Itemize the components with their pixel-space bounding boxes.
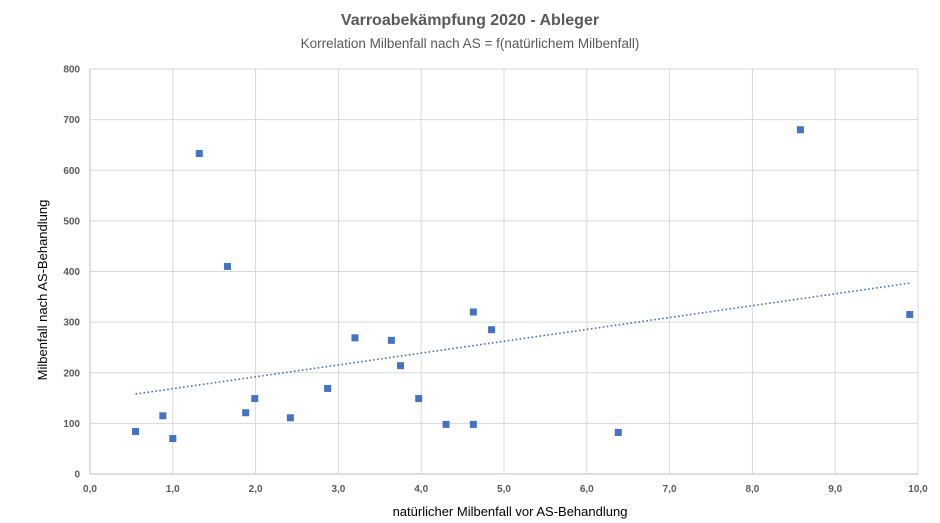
x-tick-label: 10,0 xyxy=(908,484,928,495)
y-tick-label: 300 xyxy=(63,318,80,329)
x-tick-label: 7,0 xyxy=(663,484,677,495)
data-points xyxy=(132,126,914,443)
data-point xyxy=(796,126,804,134)
data-point xyxy=(387,336,395,344)
x-tick-label: 4,0 xyxy=(414,484,428,495)
x-tick-label: 0,0 xyxy=(83,484,97,495)
data-point xyxy=(469,308,477,316)
data-point xyxy=(906,311,914,319)
y-tick-label: 400 xyxy=(63,267,80,278)
x-tick-label: 8,0 xyxy=(745,484,759,495)
x-tick-label: 5,0 xyxy=(497,484,511,495)
x-axis-label: natürlicher Milbenfall vor AS-Behandlung xyxy=(393,504,628,519)
x-tick-label: 1,0 xyxy=(166,484,180,495)
data-point xyxy=(324,384,332,392)
data-point xyxy=(397,362,404,370)
chart-subtitle: Korrelation Milbenfall nach AS = f(natür… xyxy=(301,36,640,51)
data-point xyxy=(159,412,167,420)
data-point xyxy=(223,262,231,270)
y-tick-label: 500 xyxy=(63,216,80,227)
y-tick-label: 600 xyxy=(63,166,80,177)
data-point xyxy=(415,395,423,403)
y-tick-label: 800 xyxy=(63,65,80,76)
data-point xyxy=(242,409,250,417)
data-point xyxy=(488,326,496,334)
data-point xyxy=(442,420,450,428)
x-tick-label: 2,0 xyxy=(249,484,263,495)
y-axis-label: Milbenfall nach AS-Behandlung xyxy=(35,200,50,381)
trendline-layer xyxy=(135,282,910,395)
chart-title: Varroabekämpfung 2020 - Ableger xyxy=(341,12,599,29)
x-tick-label: 6,0 xyxy=(580,484,594,495)
y-tick-label: 0 xyxy=(74,470,80,481)
x-tick-label: 9,0 xyxy=(828,484,842,495)
data-point xyxy=(469,420,477,428)
data-point xyxy=(169,435,177,443)
grid xyxy=(90,68,919,474)
y-tick-label: 700 xyxy=(63,115,80,126)
data-point xyxy=(286,414,294,422)
axes: 0 100 200 300 400 500 600 700 800 0,0 1,0 2,0 3,0 4,0… xyxy=(63,65,928,496)
data-point xyxy=(132,427,140,435)
data-point xyxy=(251,395,259,403)
trendline xyxy=(135,282,910,395)
x-tick-label: 3,0 xyxy=(331,484,345,495)
data-point xyxy=(195,150,203,158)
data-point xyxy=(351,334,359,342)
y-tick-label: 100 xyxy=(63,419,80,430)
y-tick-label: 200 xyxy=(63,368,80,379)
data-point xyxy=(614,428,622,436)
